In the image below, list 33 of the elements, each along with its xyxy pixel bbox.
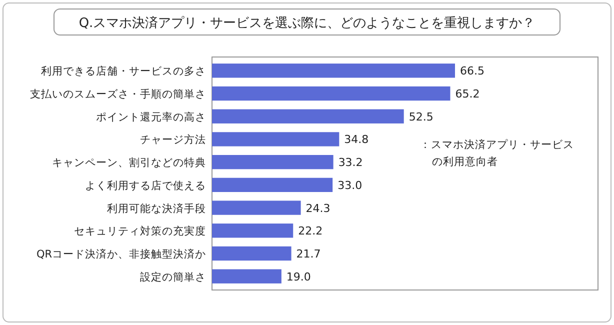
data-label: 21.7 [296,247,321,260]
y-tick-label: チャージ方法 [140,133,206,146]
data-label: 33.0 [338,178,362,192]
y-tick-label: よく利用する店で使える [85,178,206,192]
data-label: 52.5 [408,110,434,124]
bar [212,269,282,284]
data-label: 19.0 [286,270,311,284]
data-label: 34.8 [344,133,369,146]
y-tick-label: ポイント還元率の高さ [96,110,206,124]
data-label: 22.2 [298,224,323,238]
data-label: 33.2 [338,156,363,170]
y-tick-label: 設定の簡単さ [140,270,206,284]
y-tick-label: 利用できる店舗・サービスの多さ [41,64,206,78]
bar [212,200,301,215]
annotation: ：スマホ決済アプリ・サービス [420,138,574,151]
bar [212,154,334,170]
bar [212,109,404,124]
annotation: の利用意向者 [432,155,498,168]
y-tick-label: 利用可能な決済手段 [107,202,206,215]
bar [212,246,292,261]
bar [212,224,294,238]
y-tick-label: 支払いのスムーズさ・手順の簡単さ [30,88,206,101]
data-label: 66.5 [460,64,484,78]
data-label: 65.2 [455,88,480,101]
y-tick-label: QRコード決済か、非接触型決済か [36,247,206,260]
bar [212,86,450,101]
bar [212,132,340,146]
y-tick-label: キャンペーン、割引などの特典 [52,156,206,170]
y-tick-label: セキュリティ対策の充実度 [74,224,206,238]
chart-title: Q.スマホ決済アプリ・サービスを選ぶ際に、どのようなことを重視しますか？ [78,15,536,31]
data-label: 24.3 [306,202,330,215]
bar [212,64,455,78]
bar [212,178,333,192]
